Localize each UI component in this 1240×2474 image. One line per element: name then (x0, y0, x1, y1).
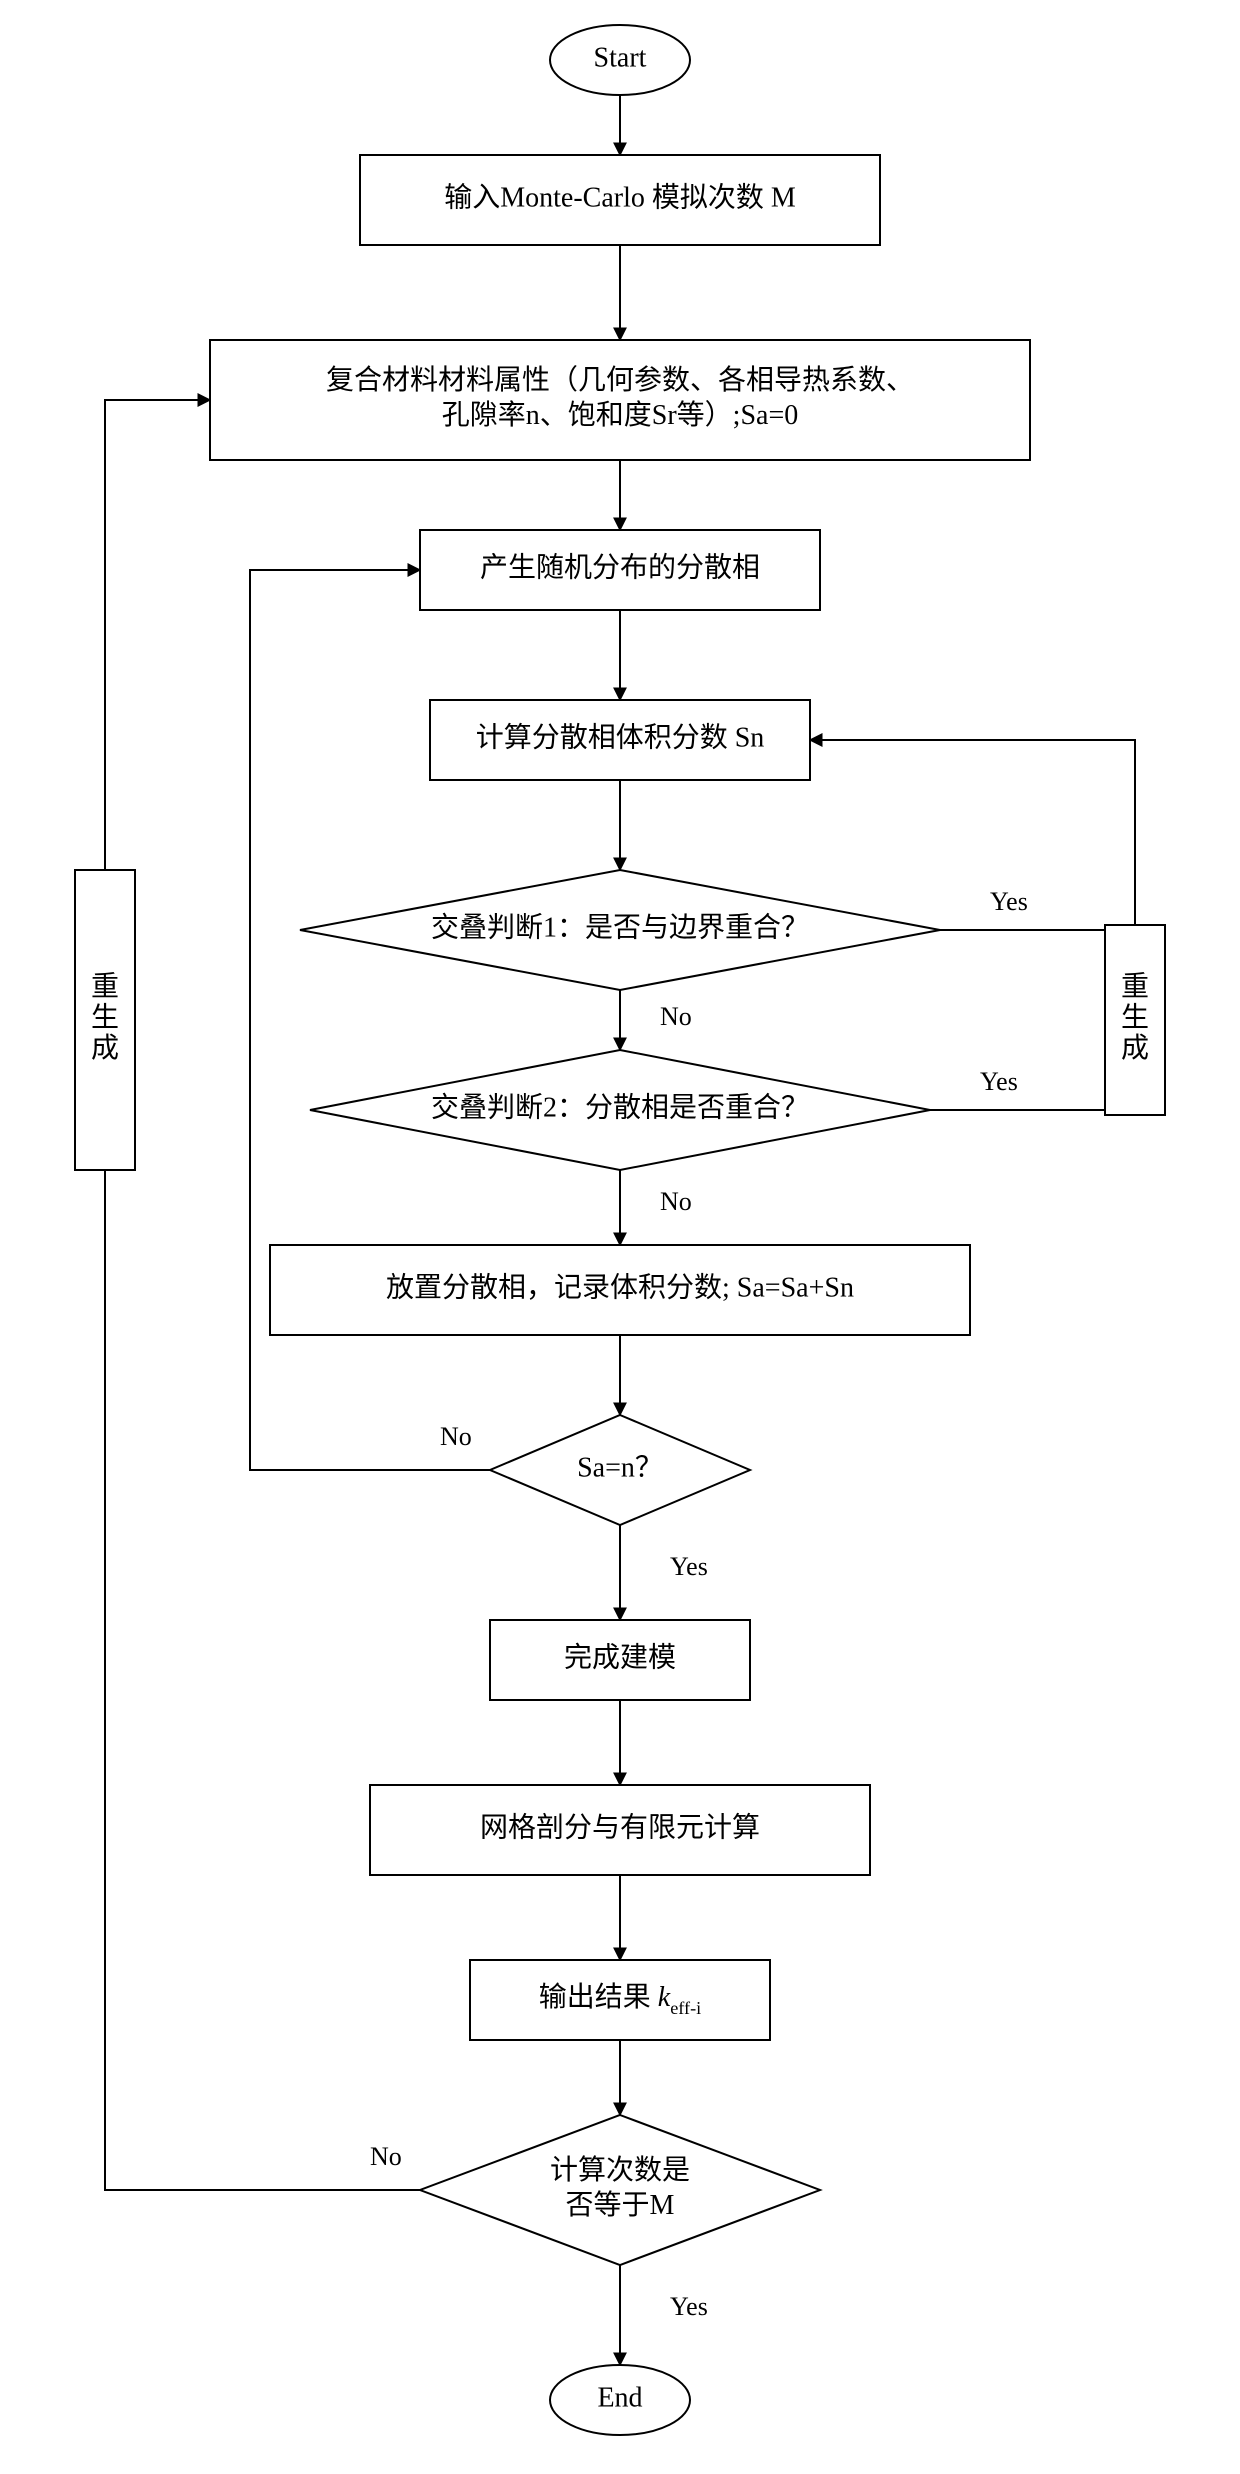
edge-label: Yes (670, 2292, 708, 2321)
edge-label: Yes (990, 887, 1028, 916)
node-regenR: 重生成 (1105, 925, 1165, 1115)
node-start: Start (550, 25, 690, 95)
node-label: 重 (1121, 971, 1149, 1003)
node-label: 生 (91, 1001, 119, 1033)
node-props: 复合材料材料属性（几何参数、各相导热系数、孔隙率n、饱和度Sr等）;Sa=0 (210, 340, 1030, 460)
node-dM: 计算次数是否等于M (420, 2115, 820, 2265)
node-place: 放置分散相，记录体积分数; Sa=Sa+Sn (270, 1245, 970, 1335)
node-label: 计算次数是 (550, 2154, 690, 2186)
node-dSa: Sa=n？ (490, 1415, 750, 1525)
node-label: 产生随机分布的分散相 (480, 551, 760, 583)
node-end: End (550, 2365, 690, 2435)
node-regenL: 重生成 (75, 870, 135, 1170)
flow-edge (810, 740, 1135, 925)
node-label: 计算分散相体积分数 Sn (476, 721, 765, 753)
node-d2: 交叠判断2：分散相是否重合？ (310, 1050, 930, 1170)
node-label: 成 (91, 1032, 119, 1064)
node-label: 输入Monte-Carlo 模拟次数 M (444, 181, 796, 213)
edge-label: No (660, 1002, 692, 1031)
node-label: 放置分散相，记录体积分数; Sa=Sa+Sn (386, 1271, 854, 1303)
node-d1: 交叠判断1：是否与边界重合？ (300, 870, 940, 990)
edge-label: No (440, 1422, 472, 1451)
edge-label: No (370, 2142, 402, 2171)
node-label: 复合材料材料属性（几何参数、各相导热系数、 (326, 364, 914, 396)
node-label: Sa=n？ (577, 1452, 663, 1483)
edge-label: No (660, 1187, 692, 1216)
node-label: 孔隙率n、饱和度Sr等）;Sa=0 (442, 399, 798, 431)
node-label: 重 (91, 971, 119, 1003)
node-calcSn: 计算分散相体积分数 Sn (430, 700, 810, 780)
edge-label: Yes (980, 1067, 1018, 1096)
edge-label: Yes (670, 1552, 708, 1581)
node-label: 交叠判断2：分散相是否重合？ (431, 1091, 809, 1123)
node-output: 输出结果 keff-i (470, 1960, 770, 2040)
node-label: 成 (1121, 1032, 1149, 1064)
node-inputM: 输入Monte-Carlo 模拟次数 M (360, 155, 880, 245)
node-label: 交叠判断1：是否与边界重合？ (431, 911, 809, 943)
node-done: 完成建模 (490, 1620, 750, 1700)
node-label: Start (594, 42, 647, 73)
node-label: 生 (1121, 1001, 1149, 1033)
node-label: End (597, 2382, 642, 2413)
node-gen: 产生随机分布的分散相 (420, 530, 820, 610)
node-label: 网格剖分与有限元计算 (480, 1811, 760, 1843)
node-label: 否等于M (566, 2189, 675, 2221)
node-mesh: 网格剖分与有限元计算 (370, 1785, 870, 1875)
node-label: 完成建模 (564, 1641, 676, 1673)
flow-edge (105, 400, 210, 870)
